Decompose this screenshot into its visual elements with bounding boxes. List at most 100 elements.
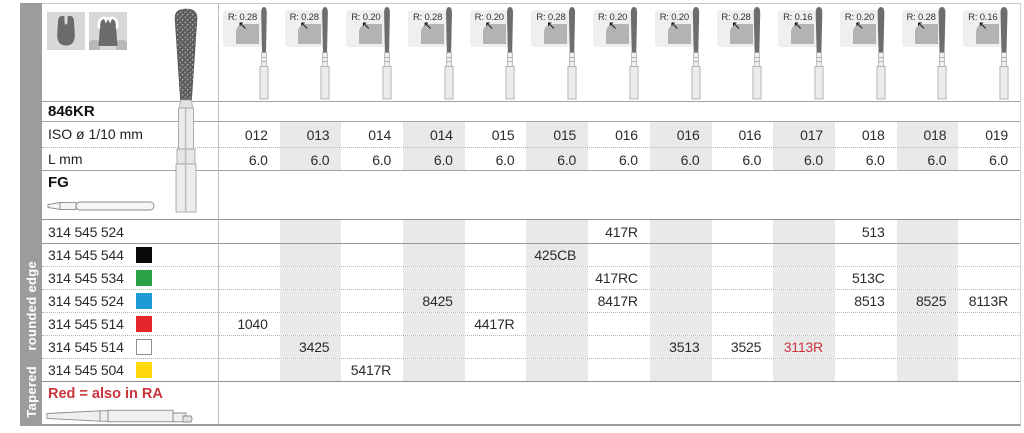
order-number: [773, 359, 835, 381]
order-number: [649, 290, 712, 312]
rounded-edge-icon: ↖: [297, 21, 321, 44]
order-number: [526, 267, 589, 289]
rounded-edge-icon: ↖: [729, 20, 753, 44]
order-number: [773, 313, 835, 335]
order-number: [649, 267, 712, 289]
iso-value: 015: [526, 122, 589, 148]
rounded-edge-icon: ↖: [976, 20, 1000, 44]
radius-badge: R: 0.28 ↖: [284, 10, 324, 47]
radius-badge: R: 0.20 ↖: [593, 10, 633, 47]
length-value: 6.0: [618, 151, 638, 168]
rounded-edge-icon: ↖: [791, 21, 815, 44]
shank-type-row: FG: [42, 170, 1020, 220]
order-number: [773, 267, 835, 289]
iso-value: 018: [861, 127, 885, 143]
length-value: 6.0: [649, 148, 712, 171]
order-number: [649, 313, 712, 335]
length-value: 6.0: [526, 148, 589, 171]
order-number: [835, 359, 897, 381]
length-value: 6.0: [403, 148, 465, 171]
grit-color-swatch: [136, 339, 152, 355]
order-number: [712, 359, 774, 381]
order-number: [218, 220, 280, 243]
bur-column-9: R: 0.28 ↖: [712, 4, 774, 101]
order-number: 3425: [279, 336, 342, 358]
order-number: 4417R: [474, 316, 515, 332]
order-number: [835, 244, 897, 266]
bur-column-7: R: 0.20 ↖: [588, 4, 650, 101]
order-number: 8113R: [968, 293, 1008, 309]
bur-column-10: R: 0.16 ↖: [773, 4, 835, 101]
length-value: 6.0: [372, 151, 392, 168]
order-row: 314 545 514 1040 4417R: [42, 312, 1020, 335]
grit-color-swatch: [136, 293, 152, 309]
order-code: 314 545 514: [48, 316, 124, 332]
radius-badge: R: 0.20 ↖: [346, 10, 386, 47]
order-row: 314 545 514 3425 3513 3525 3113R: [42, 335, 1020, 358]
radius-arrow-icon: ↖: [546, 20, 556, 32]
radius-badge: R: 0.16 ↖: [963, 10, 1003, 47]
bur-column-3: R: 0.20 ↖: [341, 4, 403, 101]
radius-value: R: 0.28: [289, 12, 319, 23]
sidebar-category-label: Tapered: [23, 366, 39, 418]
order-number: [896, 359, 959, 381]
rounded-edge-icon: ↖: [606, 21, 630, 44]
length-value: 6.0: [495, 151, 515, 168]
product-name: 846KR: [48, 103, 95, 120]
length-value: 6.0: [896, 148, 959, 171]
order-number: [341, 220, 403, 243]
bur-column-2: R: 0.28 ↖: [280, 4, 342, 101]
radius-arrow-icon: ↖: [731, 20, 741, 32]
radius-arrow-icon: ↖: [423, 20, 433, 32]
order-number: [218, 244, 280, 266]
order-number: [896, 267, 959, 289]
radius-value: R: 0.28: [906, 12, 936, 23]
order-number: [526, 336, 589, 358]
order-number: [403, 313, 465, 335]
bur-column-12: R: 0.28 ↖: [897, 4, 959, 101]
order-number-rows: 314 545 524 417R 513 314 545 544 425CB 314 54…: [42, 219, 1020, 382]
order-code: 314 545 514: [48, 339, 124, 355]
order-number: [279, 220, 342, 243]
iso-value: 015: [491, 127, 515, 143]
fg-shank-icon: [47, 201, 155, 211]
product-photo-bur: [174, 8, 198, 213]
radius-value: R: 0.20: [844, 12, 875, 23]
rounded-edge-icon: ↖: [236, 21, 259, 44]
radius-badge: R: 0.20 ↖: [654, 10, 694, 47]
order-number: [896, 313, 959, 335]
iso-value: 012: [244, 127, 268, 143]
radius-badge: R: 0.28 ↖: [901, 10, 941, 47]
grit-color-swatch: [136, 247, 152, 263]
radius-arrow-icon: ↖: [978, 20, 988, 32]
order-number: 417R: [605, 223, 638, 240]
rounded-edge-icon: ↖: [852, 21, 876, 44]
order-cells: 5417R: [218, 359, 1020, 381]
iso-value: 019: [985, 127, 1008, 143]
ra-footnote: Red = also in RA: [48, 386, 163, 402]
order-number: [773, 244, 835, 266]
order-number: [649, 359, 712, 381]
cavity-prep-icon: [47, 12, 85, 50]
order-code: 314 545 524: [48, 223, 124, 240]
product-name-row: 846KR: [42, 101, 1020, 122]
order-number: 8425: [403, 290, 465, 312]
order-row: 314 545 534 417RC 513C: [42, 266, 1020, 289]
radius-value: R: 0.20: [598, 12, 628, 23]
iso-value: 014: [403, 122, 465, 148]
order-number: [279, 290, 342, 312]
iso-value: 013: [279, 122, 342, 148]
order-number: [712, 290, 774, 312]
radius-value: R: 0.20: [474, 12, 504, 23]
category-sidebar: rounded edge Tapered: [20, 3, 42, 426]
order-number: [218, 290, 280, 312]
order-number: 3513: [649, 336, 712, 358]
order-number: [958, 336, 1020, 358]
iso-value: 014: [368, 127, 392, 143]
order-number: [958, 359, 1020, 381]
bur-column-5: R: 0.20 ↖: [465, 4, 527, 101]
order-number: [465, 220, 527, 243]
order-number: [403, 336, 465, 358]
radius-value: R: 0.20: [351, 12, 381, 23]
